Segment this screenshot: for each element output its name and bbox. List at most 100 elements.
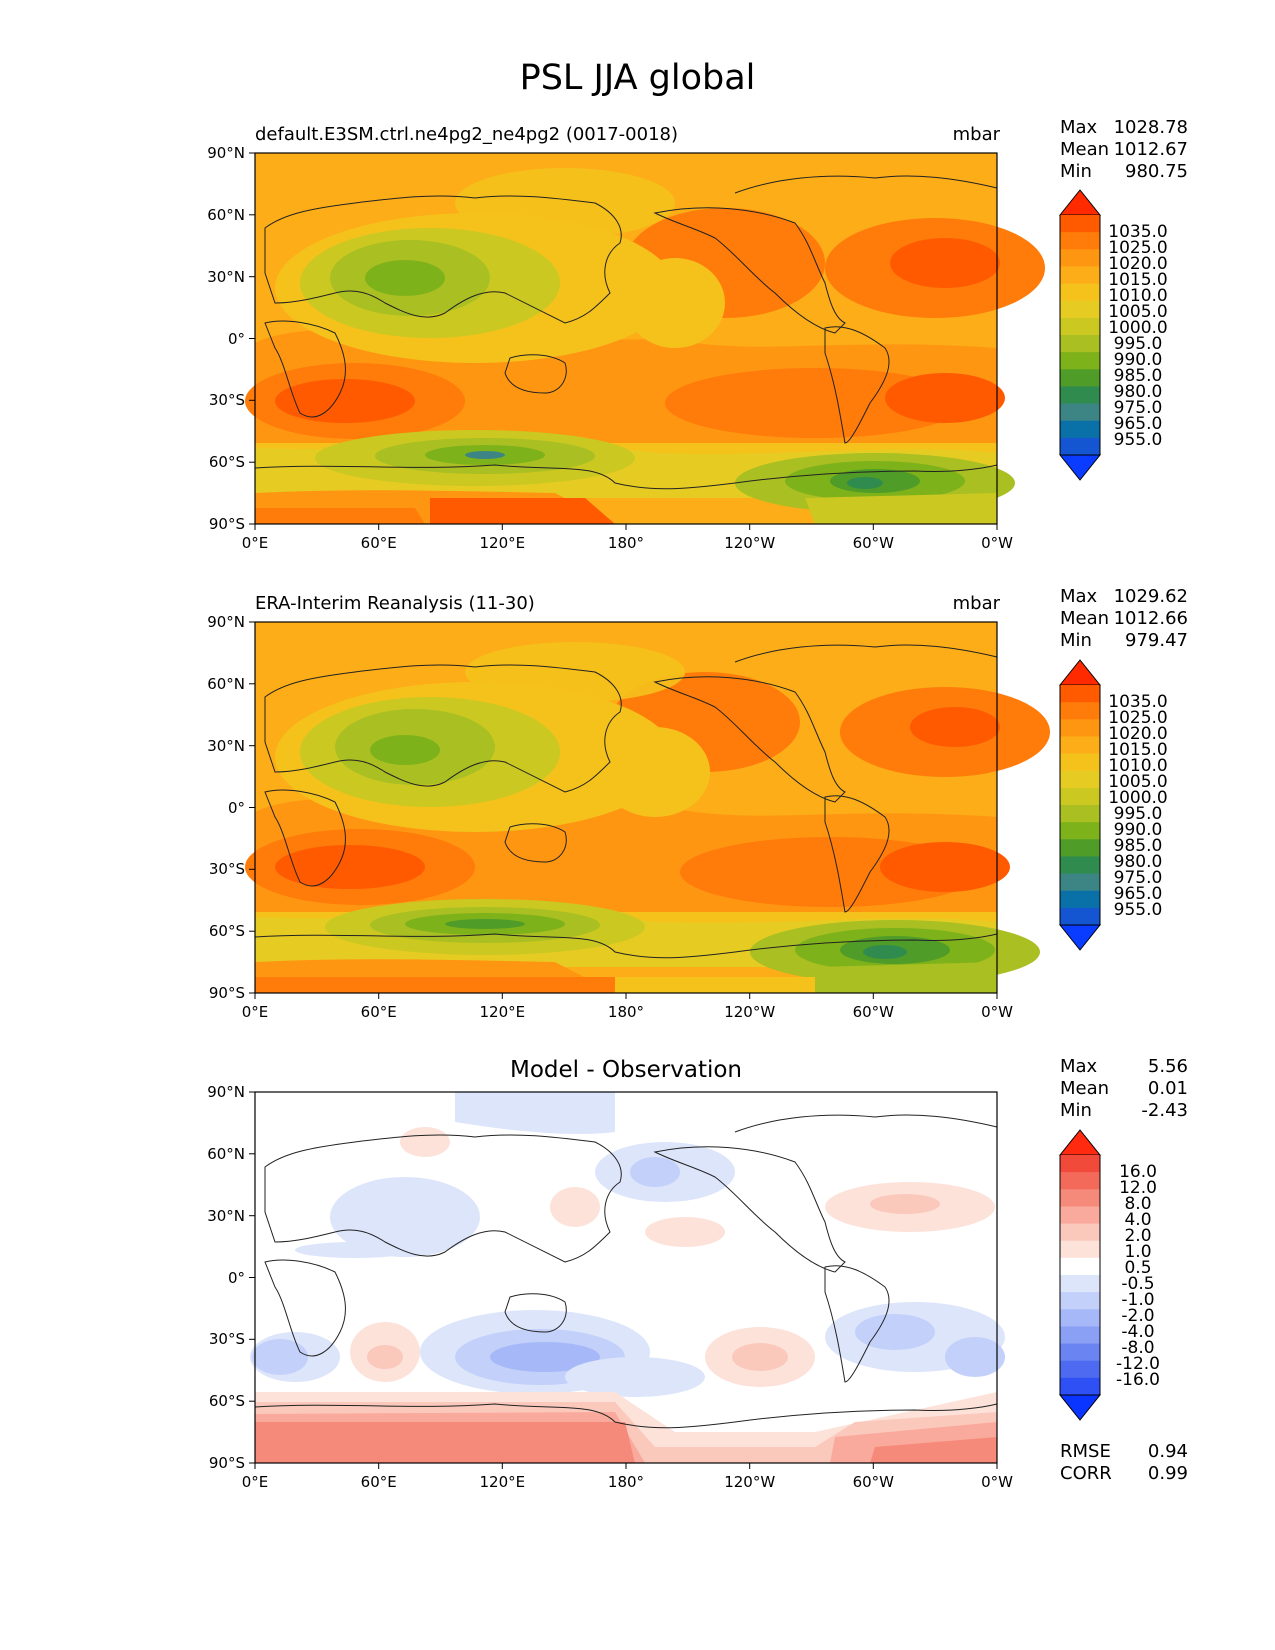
colorbar-segment bbox=[1060, 403, 1100, 422]
y-tick-label: 90°S bbox=[209, 1454, 245, 1472]
colorbar-segment bbox=[1060, 719, 1100, 737]
colorbar-segment bbox=[1060, 839, 1100, 857]
colorbar-tick-label: 955.0 bbox=[1114, 430, 1163, 450]
x-tick-label: 0°W bbox=[981, 534, 1013, 552]
corr-label: CORR bbox=[1060, 1463, 1112, 1484]
colorbar-segment bbox=[1060, 335, 1100, 353]
x-tick-label: 60°W bbox=[853, 1473, 895, 1491]
colorbar-segment bbox=[1060, 907, 1100, 926]
panel-title-difference: Model - Observation bbox=[509, 1057, 743, 1083]
colorbar-tick-label: 1035.0 bbox=[1108, 692, 1167, 712]
colorbar-tick-label: 1010.0 bbox=[1108, 286, 1167, 306]
y-tick-label: 90°N bbox=[207, 144, 245, 162]
y-tick-label: 60°S bbox=[209, 453, 245, 471]
colorbar-segment bbox=[1060, 1292, 1100, 1310]
colorbar-tick-label: 1010.0 bbox=[1108, 756, 1167, 776]
colorbar-segment bbox=[1060, 890, 1100, 909]
x-tick-label: 120°E bbox=[479, 1003, 525, 1021]
colorbar-segment bbox=[1060, 770, 1100, 789]
map-observation: 90°N 60°N 30°N 0° 30°S 60°S 90°S 0°E 60°… bbox=[207, 613, 1050, 1021]
x-tick-label: 0°W bbox=[981, 1473, 1013, 1491]
stat-value: 980.75 bbox=[1125, 161, 1188, 182]
rmse-value: 0.94 bbox=[1147, 1441, 1188, 1462]
colorbar-segment bbox=[1060, 1189, 1100, 1207]
y-tick-label: 30°S bbox=[209, 391, 245, 409]
colorbar-tick-label: 980.0 bbox=[1114, 852, 1163, 872]
colorbar-segment bbox=[1060, 300, 1100, 319]
colorbar-extend-min bbox=[1058, 924, 1102, 951]
colorbar-tick-label: 1005.0 bbox=[1108, 772, 1167, 792]
stats-observation: Max 1029.62 Mean 1012.66 Min 979.47 bbox=[1060, 586, 1188, 652]
colorbar-segment bbox=[1060, 1206, 1100, 1225]
y-tick-label: 60°N bbox=[207, 206, 245, 224]
stat-value: 5.56 bbox=[1147, 1056, 1188, 1077]
y-tick-label: 60°S bbox=[209, 922, 245, 940]
x-tick-label: 60°E bbox=[361, 534, 397, 552]
colorbar-tick-label: 995.0 bbox=[1114, 334, 1163, 354]
colorbar-segment bbox=[1060, 1275, 1100, 1293]
y-tick-label: 90°N bbox=[207, 1083, 245, 1101]
y-tick-label: 30°N bbox=[207, 1207, 245, 1225]
x-tick-label: 120°W bbox=[724, 534, 775, 552]
colorbar-extend-max bbox=[1058, 659, 1102, 686]
panel-units: mbar bbox=[952, 124, 1000, 145]
stat-label: Mean bbox=[1060, 608, 1110, 629]
stat-label: Max bbox=[1060, 586, 1098, 607]
colorbar-tick-label: 16.0 bbox=[1119, 1162, 1157, 1182]
x-tick-label: 60°E bbox=[361, 1003, 397, 1021]
colorbar-segment bbox=[1060, 1377, 1100, 1396]
colorbar-segment bbox=[1060, 1257, 1100, 1276]
map-background bbox=[255, 622, 997, 993]
x-tick-label: 0°E bbox=[242, 534, 269, 552]
colorbar-segment bbox=[1060, 787, 1100, 806]
colorbar-tick-label: -1.0 bbox=[1121, 1290, 1154, 1310]
y-axis: 90°N 60°N 30°N 0° 30°S 60°S 90°S bbox=[207, 1083, 255, 1472]
stat-value: 1012.67 bbox=[1113, 139, 1188, 160]
colorbar-tick-label: 1.0 bbox=[1124, 1242, 1151, 1262]
corr-value: 0.99 bbox=[1147, 1463, 1188, 1484]
colorbar-segment bbox=[1060, 1172, 1100, 1190]
colorbar-tick-label: -0.5 bbox=[1121, 1274, 1154, 1294]
colorbar-extend-min bbox=[1058, 454, 1102, 481]
colorbar-tick-label: 995.0 bbox=[1114, 804, 1163, 824]
colorbar-model: 1035.01025.01020.01015.01010.01005.01000… bbox=[1058, 189, 1168, 481]
stat-value: -2.43 bbox=[1141, 1100, 1188, 1121]
colorbar-segment bbox=[1060, 753, 1100, 772]
map-model: 90°N 60°N 30°N 0° 30°S 60°S 90°S 0°E 60°… bbox=[207, 144, 1045, 552]
colorbar-frame bbox=[1059, 1155, 1101, 1395]
stat-label: Min bbox=[1060, 161, 1092, 182]
colorbar-tick-label: 1015.0 bbox=[1108, 270, 1167, 290]
colorbar-segment bbox=[1060, 1223, 1100, 1242]
coastlines bbox=[254, 644, 998, 959]
y-tick-label: 30°N bbox=[207, 737, 245, 755]
x-axis: 0°E 60°E 120°E 180° 120°W 60°W 0°W bbox=[242, 1463, 1013, 1491]
map-difference: 90°N 60°N 30°N 0° 30°S 60°S 90°S 0°E 60°… bbox=[207, 1083, 1013, 1491]
map-frame bbox=[254, 621, 998, 994]
colorbar-extend-max bbox=[1058, 1129, 1102, 1156]
panel-title-model: default.E3SM.ctrl.ne4pg2_ne4pg2 (0017-00… bbox=[255, 124, 678, 145]
colorbar-segment bbox=[1060, 702, 1100, 720]
y-tick-label: 60°N bbox=[207, 675, 245, 693]
stat-label: Min bbox=[1060, 630, 1092, 651]
stats-difference: Max 5.56 Mean 0.01 Min -2.43 bbox=[1060, 1056, 1188, 1122]
coastlines bbox=[254, 175, 998, 490]
colorbar-tick-label: 965.0 bbox=[1114, 884, 1163, 904]
colorbar-tick-label: -16.0 bbox=[1116, 1370, 1160, 1390]
y-tick-label: 30°N bbox=[207, 268, 245, 286]
x-axis: 0°E 60°E 120°E 180° 120°W 60°W 0°W bbox=[242, 524, 1013, 552]
stat-label: Max bbox=[1060, 117, 1098, 138]
colorbar-segment bbox=[1060, 736, 1100, 755]
stat-value: 979.47 bbox=[1125, 630, 1188, 651]
stats-model: Max 1028.78 Mean 1012.67 Min 980.75 bbox=[1060, 117, 1188, 183]
colorbar-segment bbox=[1060, 1343, 1100, 1362]
colorbar-segment bbox=[1060, 420, 1100, 439]
colorbar-tick-label: 1000.0 bbox=[1108, 788, 1167, 808]
colorbar-segment bbox=[1060, 822, 1100, 840]
colorbar-tick-label: -12.0 bbox=[1116, 1354, 1160, 1374]
colorbar-segment bbox=[1060, 232, 1100, 250]
colorbar-tick-label: -8.0 bbox=[1121, 1338, 1154, 1358]
colorbar-segment bbox=[1060, 1360, 1100, 1379]
colorbar-segment bbox=[1060, 317, 1100, 336]
colorbar-segment bbox=[1060, 685, 1100, 703]
stat-value: 1012.66 bbox=[1113, 608, 1188, 629]
